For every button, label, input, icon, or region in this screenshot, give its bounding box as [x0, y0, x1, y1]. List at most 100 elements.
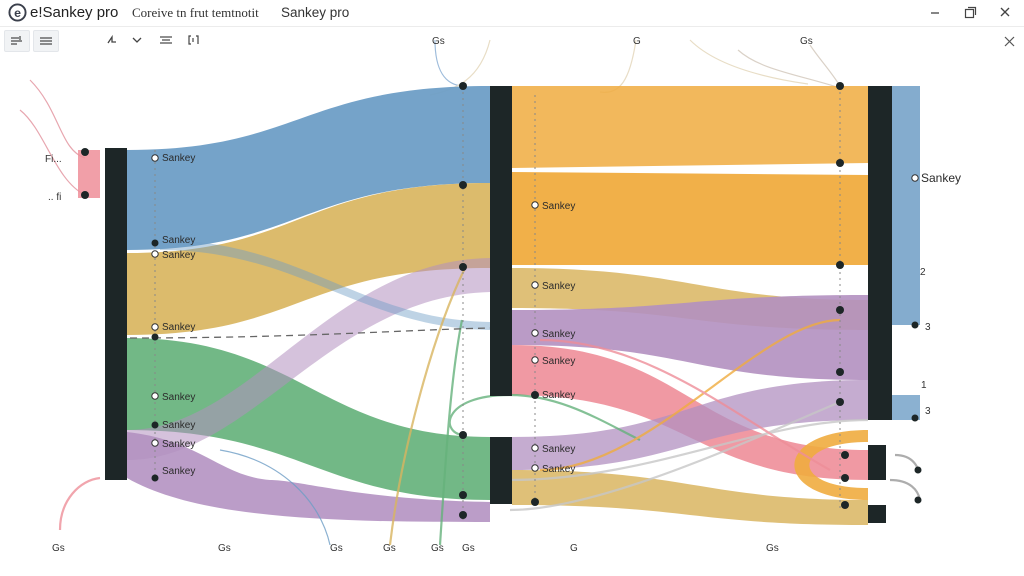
minimize-button[interactable]	[922, 2, 948, 22]
top-tick-2: Gs	[800, 36, 813, 47]
left-label-top: Fi...	[45, 154, 62, 165]
handle-dot[interactable]	[459, 82, 467, 90]
thin-link	[388, 267, 466, 546]
node-column-3-bottom[interactable]	[868, 445, 886, 480]
bg-curve	[599, 39, 637, 93]
handle-dot[interactable]	[459, 431, 467, 439]
bg-curve	[737, 49, 841, 89]
label-marker	[151, 392, 159, 400]
pan-tool-button[interactable]	[100, 30, 124, 50]
node-label-col1-5: Sankey	[162, 420, 195, 431]
dashed-link	[129, 327, 491, 339]
node-label-col2-5: Sankey	[542, 444, 575, 455]
right-number-1: 1	[921, 380, 927, 391]
handle-dot[interactable]	[81, 191, 89, 199]
node-column-3[interactable]	[868, 86, 892, 420]
handle-dot[interactable]	[914, 496, 922, 504]
hand-icon	[107, 34, 116, 44]
app-title: e!Sankey pro	[30, 4, 119, 21]
close-canvas-button[interactable]	[1000, 33, 1020, 51]
node-column-2-top[interactable]	[490, 86, 512, 396]
node-label-col1-7: Sankey	[162, 466, 195, 477]
list-button[interactable]	[33, 30, 59, 52]
handle-dot[interactable]	[836, 368, 844, 376]
handle-dot[interactable]	[531, 391, 539, 399]
handle-dot[interactable]	[459, 263, 467, 271]
bracket-icon	[188, 35, 199, 45]
label-marker	[151, 154, 159, 162]
bottom-tick-4: Gs	[431, 543, 444, 554]
handle-dot[interactable]	[151, 474, 159, 482]
bg-curve	[29, 79, 86, 159]
handle-dot[interactable]	[531, 498, 539, 506]
label-marker	[531, 281, 539, 289]
bottom-tick-1: Gs	[218, 543, 231, 554]
bg-curve	[689, 39, 809, 85]
app-logo-icon: e	[8, 3, 27, 22]
handle-dot[interactable]	[914, 466, 922, 474]
label-marker	[531, 444, 539, 452]
thin-link	[509, 418, 869, 482]
label-marker	[531, 464, 539, 472]
link-purple-3	[512, 380, 868, 470]
bottom-tick-7: Gs	[766, 543, 779, 554]
toolbar	[0, 27, 1024, 53]
handle-dot[interactable]	[151, 239, 159, 247]
link-orange-top	[512, 86, 868, 168]
node-label-col1-6: Sankey	[162, 439, 195, 450]
link-green	[127, 338, 490, 500]
node-label-col2-3: Sankey	[542, 356, 575, 367]
handle-dot[interactable]	[836, 82, 844, 90]
node-handles	[81, 82, 922, 519]
label-marker	[151, 439, 159, 447]
layout-icon	[11, 36, 22, 45]
node-label-col2-4: Sankey	[542, 390, 575, 401]
bottom-tick-2: Gs	[330, 543, 343, 554]
handle-dot[interactable]	[151, 333, 159, 341]
node-column-3-tail[interactable]	[868, 505, 886, 523]
svg-text:e: e	[14, 6, 21, 20]
label-markers	[151, 154, 919, 472]
node-column-1[interactable]	[105, 148, 127, 480]
node-label-col1-3: Sankey	[162, 322, 195, 333]
node-column-2-bottom[interactable]	[490, 437, 512, 504]
bg-curve	[19, 109, 86, 196]
dropdown-button[interactable]	[125, 30, 149, 50]
bg-curve	[809, 44, 841, 87]
link-purple-cross	[127, 258, 490, 460]
right-number-2: 3	[925, 322, 931, 333]
handle-dot[interactable]	[911, 414, 919, 422]
node-label-col1-1: Sankey	[162, 235, 195, 246]
handle-dot[interactable]	[911, 321, 919, 329]
list-icon	[40, 37, 52, 45]
align-button[interactable]	[154, 30, 178, 50]
handle-dot[interactable]	[836, 159, 844, 167]
handle-dot[interactable]	[459, 511, 467, 519]
handle-dot[interactable]	[81, 148, 89, 156]
handle-dot[interactable]	[459, 181, 467, 189]
node-label-col2-1: Sankey	[542, 281, 575, 292]
handle-dot[interactable]	[841, 474, 849, 482]
handle-dot[interactable]	[151, 421, 159, 429]
handle-dot[interactable]	[836, 398, 844, 406]
node-label-col1-4: Sankey	[162, 392, 195, 403]
node-label-col2-2: Sankey	[542, 329, 575, 340]
thin-link	[894, 453, 920, 471]
label-marker	[151, 250, 159, 258]
handle-dot[interactable]	[841, 451, 849, 459]
close-window-button[interactable]	[992, 2, 1018, 22]
title-bar: e e!Sankey pro Coreive tn frut temtnotit…	[0, 0, 1024, 27]
handle-dot[interactable]	[841, 501, 849, 509]
bottom-tick-5: Gs	[462, 543, 475, 554]
handle-dot[interactable]	[836, 306, 844, 314]
handle-dot[interactable]	[836, 261, 844, 269]
restore-button[interactable]	[957, 2, 983, 22]
bracket-button[interactable]	[182, 30, 206, 50]
thin-link	[438, 319, 464, 546]
handle-dot[interactable]	[459, 491, 467, 499]
layout-button[interactable]	[4, 30, 30, 52]
link-blue	[127, 86, 490, 250]
thin-link	[509, 400, 841, 512]
